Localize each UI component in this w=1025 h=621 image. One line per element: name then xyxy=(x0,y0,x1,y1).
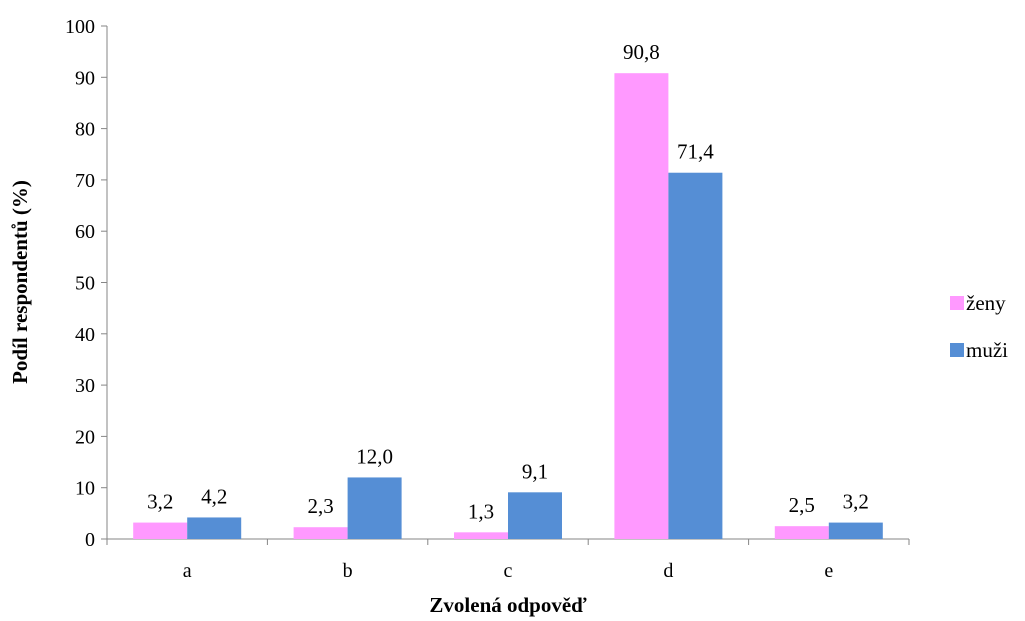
data-label: 4,2 xyxy=(201,484,227,508)
x-tick-label: b xyxy=(343,560,353,582)
bar-ženy-a xyxy=(133,522,188,539)
y-tick-label: 10 xyxy=(75,478,95,500)
y-axis: 0 10 20 30 40 50 60 70 80 90 100 xyxy=(65,16,108,551)
y-tick-label: 90 xyxy=(75,67,95,89)
bar-muži-b xyxy=(347,477,402,539)
y-tick-label: 80 xyxy=(75,119,95,141)
bar-ženy-b xyxy=(293,527,348,539)
bar-ženy-d xyxy=(614,73,669,540)
data-label: 1,3 xyxy=(468,499,494,523)
x-tick-label: c xyxy=(504,560,513,582)
x-axis: a b c d e xyxy=(106,538,910,582)
data-labels: 3,2 2,3 1,3 90,8 2,5 4,2 12,0 9,1 71,4 3,2 xyxy=(147,40,869,523)
bar-ženy-c xyxy=(454,532,508,539)
bar-muži-c xyxy=(508,492,562,539)
y-tick-label: 40 xyxy=(75,324,95,346)
legend-label: ženy xyxy=(966,291,1006,315)
legend: ženy muži xyxy=(950,291,1008,362)
y-axis-title: Podíl respondentů (%) xyxy=(8,180,32,384)
bar-muži-e xyxy=(828,522,883,539)
y-tick-label: 100 xyxy=(65,16,95,38)
bar-muži-d xyxy=(668,172,723,539)
bar-muži-a xyxy=(187,517,242,539)
data-label: 90,8 xyxy=(623,40,660,64)
x-tick-label: d xyxy=(663,560,673,582)
legend-swatch xyxy=(950,296,964,310)
y-tick-label: 30 xyxy=(75,375,95,397)
data-label: 71,4 xyxy=(677,140,714,164)
data-label: 3,2 xyxy=(147,490,173,514)
x-tick-label: e xyxy=(824,560,833,582)
y-tick-label: 0 xyxy=(85,529,95,551)
bar-ženy-e xyxy=(774,526,829,539)
y-tick-label: 20 xyxy=(75,426,95,448)
data-label: 3,2 xyxy=(843,490,869,514)
legend-label: muži xyxy=(966,338,1008,362)
x-tick-label: a xyxy=(183,560,192,582)
legend-swatch xyxy=(950,343,964,357)
y-tick-label: 70 xyxy=(75,170,95,192)
bars xyxy=(133,73,883,540)
data-label: 12,0 xyxy=(356,444,393,468)
y-tick-label: 60 xyxy=(75,221,95,243)
y-tick-label: 50 xyxy=(75,273,95,295)
data-label: 9,1 xyxy=(522,459,548,483)
data-label: 2,5 xyxy=(789,493,815,517)
data-label: 2,3 xyxy=(307,494,333,518)
x-axis-title: Zvolená odpověď xyxy=(429,593,587,617)
